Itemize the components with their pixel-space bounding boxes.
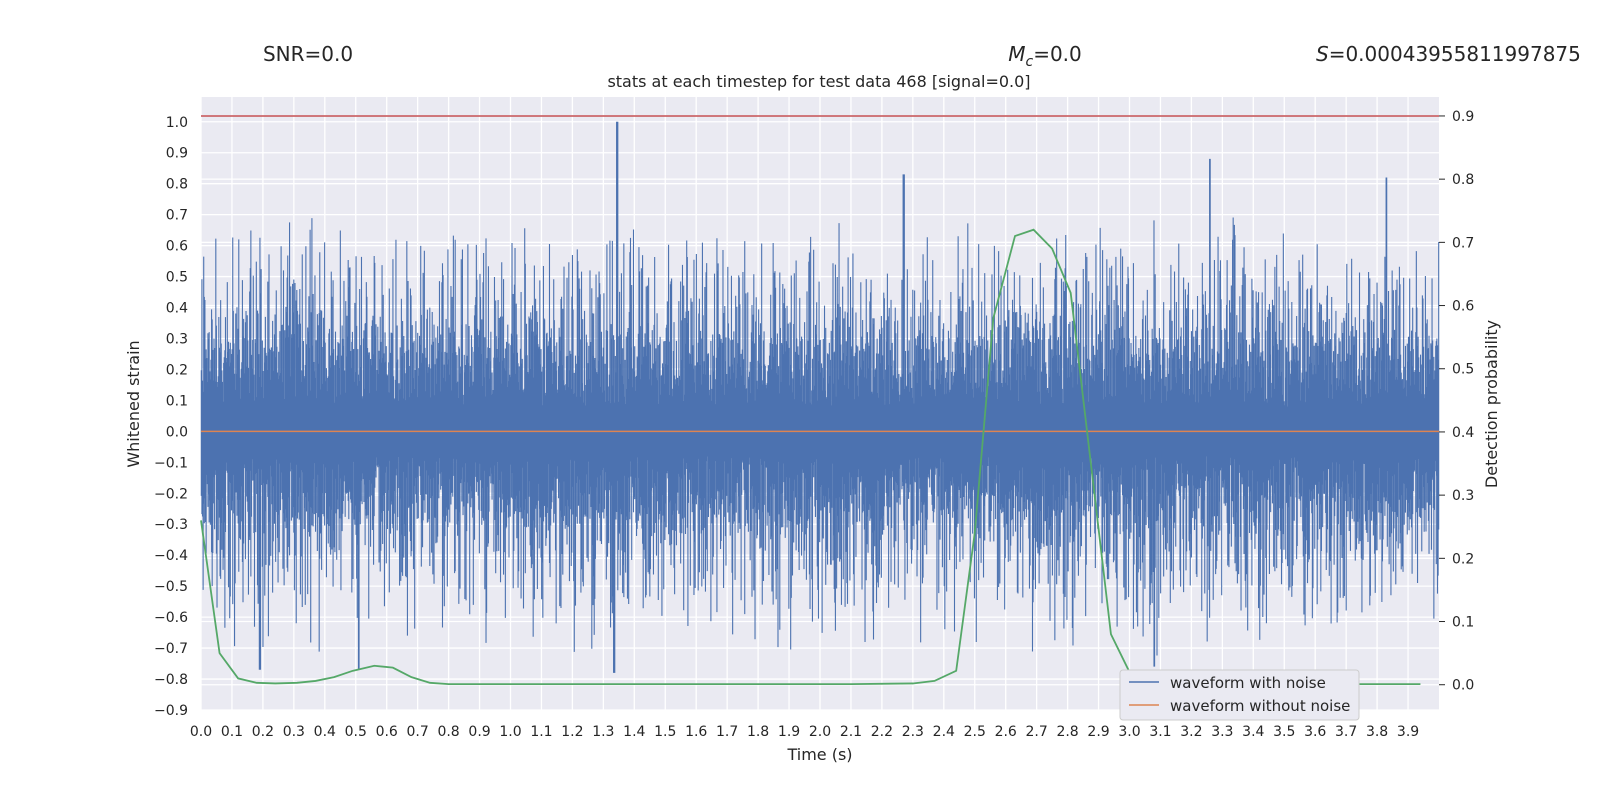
waveform-with-noise-line bbox=[200, 121, 1440, 673]
chirp-mass-stat: Mc=0.0 bbox=[1008, 42, 1082, 70]
x-tick-label: 2.6 bbox=[995, 724, 1017, 740]
x-tick-label: 3.5 bbox=[1273, 724, 1295, 740]
y-left-tick-label: 0.1 bbox=[166, 393, 188, 409]
y-left-tick-label: 0.8 bbox=[166, 177, 188, 193]
x-tick-label: 1.3 bbox=[592, 724, 614, 740]
x-tick-label: 1.4 bbox=[623, 724, 645, 740]
snr-stat: SNR=0.0 bbox=[263, 42, 353, 66]
x-tick-label: 3.3 bbox=[1211, 724, 1233, 740]
y-left-tick-label: −0.8 bbox=[154, 672, 188, 688]
y-left-tick-label: 0.2 bbox=[166, 362, 188, 378]
x-tick-label: 0.6 bbox=[376, 724, 398, 740]
y-left-tick-label: −0.5 bbox=[154, 579, 188, 595]
left-axis-label: Whitened strain bbox=[124, 340, 143, 467]
x-tick-label: 3.8 bbox=[1366, 724, 1388, 740]
x-tick-label: 0.0 bbox=[190, 724, 212, 740]
right-axis-label: Detection probability bbox=[1482, 320, 1501, 488]
chirp-mass-subscript: c bbox=[1025, 54, 1033, 70]
legend: waveform with noise waveform without noi… bbox=[1119, 669, 1360, 721]
y-left-tick-label: 0.4 bbox=[166, 301, 188, 317]
x-tick-label: 3.7 bbox=[1335, 724, 1357, 740]
y-left-tick-label: 0.9 bbox=[166, 146, 188, 162]
x-tick-label: 2.9 bbox=[1087, 724, 1109, 740]
right-axis-ticks: 0.9 0.8 0.7 0.6 0.5 0.4 0.3 0.2 0.1 0.0 bbox=[1439, 109, 1474, 694]
x-tick-label: 3.2 bbox=[1180, 724, 1202, 740]
waveform-with-noise-series bbox=[200, 121, 1440, 673]
y-left-tick-label: 0.3 bbox=[166, 331, 188, 347]
y-right-tick-label: 0.0 bbox=[1452, 678, 1474, 694]
x-tick-label: 0.4 bbox=[314, 724, 336, 740]
y-left-tick-label: −0.9 bbox=[154, 703, 188, 719]
y-left-tick-label: −0.7 bbox=[154, 641, 188, 657]
chirp-mass-symbol: M bbox=[1008, 42, 1025, 66]
x-tick-label: 2.5 bbox=[964, 724, 986, 740]
x-tick-label: 1.0 bbox=[499, 724, 521, 740]
y-left-tick-label: 0.7 bbox=[166, 208, 188, 224]
y-right-tick-label: 0.8 bbox=[1452, 172, 1474, 188]
x-tick-label: 3.0 bbox=[1118, 724, 1140, 740]
x-tick-label: 1.5 bbox=[654, 724, 676, 740]
y-left-tick-label: −0.4 bbox=[154, 548, 188, 564]
x-tick-label: 3.4 bbox=[1242, 724, 1264, 740]
y-right-tick-label: 0.7 bbox=[1452, 235, 1474, 251]
x-tick-label: 2.4 bbox=[933, 724, 955, 740]
x-tick-label: 3.1 bbox=[1149, 724, 1171, 740]
y-right-tick-label: 0.1 bbox=[1452, 615, 1474, 631]
y-left-tick-label: 0.6 bbox=[166, 239, 188, 255]
y-right-tick-label: 0.6 bbox=[1452, 299, 1474, 315]
x-tick-label: 1.8 bbox=[747, 724, 769, 740]
x-tick-label: 2.7 bbox=[1026, 724, 1048, 740]
s-stat: S=0.00043955811997875 bbox=[1316, 42, 1581, 66]
x-tick-label: 0.1 bbox=[221, 724, 243, 740]
y-right-tick-label: 0.9 bbox=[1452, 109, 1474, 125]
x-axis-label: Time (s) bbox=[786, 745, 852, 764]
x-tick-label: 2.0 bbox=[809, 724, 831, 740]
y-right-tick-label: 0.3 bbox=[1452, 488, 1474, 504]
x-tick-label: 3.9 bbox=[1397, 724, 1419, 740]
x-tick-label: 0.8 bbox=[437, 724, 459, 740]
y-left-tick-label: −0.1 bbox=[154, 455, 188, 471]
y-left-tick-label: 1.0 bbox=[166, 115, 188, 131]
x-tick-label: 1.2 bbox=[561, 724, 583, 740]
s-symbol: S bbox=[1316, 42, 1329, 66]
x-tick-label: 2.8 bbox=[1056, 724, 1078, 740]
x-tick-label: 2.2 bbox=[871, 724, 893, 740]
y-left-tick-label: 0.0 bbox=[166, 424, 188, 440]
x-tick-label: 3.6 bbox=[1304, 724, 1326, 740]
x-tick-label: 1.6 bbox=[685, 724, 707, 740]
legend-label-waveform-without-noise: waveform without noise bbox=[1170, 697, 1350, 715]
y-right-tick-label: 0.5 bbox=[1452, 362, 1474, 378]
x-axis-ticks: 0.0 0.1 0.2 0.3 0.4 0.5 0.6 0.7 0.8 0.9 1.0 1.1 1.2 1… bbox=[190, 724, 1419, 740]
x-tick-label: 2.1 bbox=[840, 724, 862, 740]
chirp-mass-value: =0.0 bbox=[1033, 42, 1082, 66]
x-tick-label: 0.5 bbox=[345, 724, 367, 740]
legend-box bbox=[1119, 669, 1360, 721]
s-value: =0.00043955811997875 bbox=[1329, 42, 1581, 66]
chart-title: stats at each timestep for test data 468… bbox=[607, 72, 1030, 91]
x-tick-label: 1.9 bbox=[778, 724, 800, 740]
x-tick-label: 1.1 bbox=[530, 724, 552, 740]
x-tick-label: 0.7 bbox=[407, 724, 429, 740]
x-tick-label: 0.3 bbox=[283, 724, 305, 740]
y-left-tick-label: −0.3 bbox=[154, 517, 188, 533]
x-tick-label: 2.3 bbox=[902, 724, 924, 740]
y-right-tick-label: 0.2 bbox=[1452, 551, 1474, 567]
y-left-tick-label: −0.2 bbox=[154, 486, 188, 502]
x-tick-label: 0.9 bbox=[468, 724, 490, 740]
legend-label-waveform-with-noise: waveform with noise bbox=[1170, 674, 1326, 692]
y-left-tick-label: −0.6 bbox=[154, 610, 188, 626]
left-axis-ticks: 1.0 0.9 0.8 0.7 0.6 0.5 0.4 0.3 0.2 0.1 0.0 −0.1 −0.… bbox=[154, 115, 188, 719]
y-right-tick-label: 0.4 bbox=[1452, 425, 1474, 441]
x-tick-label: 1.7 bbox=[716, 724, 738, 740]
y-left-tick-label: 0.5 bbox=[166, 270, 188, 286]
x-tick-label: 0.2 bbox=[252, 724, 274, 740]
